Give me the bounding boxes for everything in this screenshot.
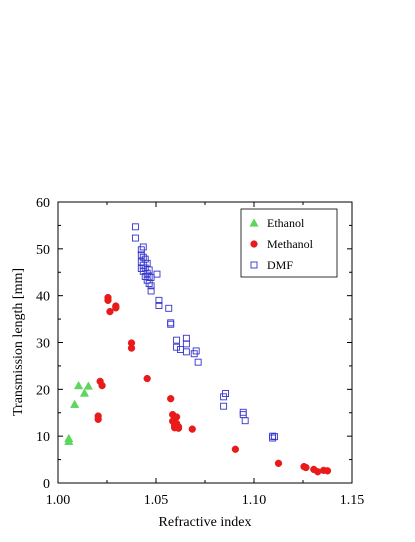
data-point-dmf bbox=[192, 347, 200, 355]
data-point-dmf bbox=[131, 223, 139, 231]
data-point-dmf bbox=[182, 334, 190, 342]
data-point-dmf bbox=[139, 243, 147, 251]
data-point-dmf bbox=[173, 336, 181, 344]
data-layer bbox=[64, 223, 332, 476]
x-tick-label: 1.00 bbox=[46, 493, 71, 508]
data-point-dmf bbox=[143, 259, 151, 267]
data-point-methanol bbox=[302, 463, 310, 472]
data-point-methanol bbox=[188, 425, 196, 433]
legend-label-dmf: DMF bbox=[267, 258, 293, 272]
data-point-methanol bbox=[104, 296, 112, 305]
data-point-methanol bbox=[323, 467, 332, 475]
x-tick-label: 1.15 bbox=[340, 493, 365, 508]
legend-marker-dmf bbox=[250, 261, 258, 269]
y-axis-label: Transmission length [mm] bbox=[11, 268, 26, 416]
data-point-dmf bbox=[239, 411, 247, 419]
ticks-layer: 1.00 1.05 1.10 1.15 0 10 20 30 40 50 60 bbox=[36, 196, 364, 508]
x-axis-label: Refractive index bbox=[159, 515, 252, 530]
data-point-dmf bbox=[137, 251, 145, 259]
legend: Ethanol Methanol DMF bbox=[240, 208, 338, 278]
data-point-dmf bbox=[131, 234, 139, 242]
data-point-dmf bbox=[239, 408, 247, 416]
data-point-dmf bbox=[241, 417, 249, 425]
y-tick-label: 40 bbox=[36, 290, 50, 305]
data-point-methanol bbox=[231, 445, 240, 453]
legend-label-methanol: Methanol bbox=[267, 237, 314, 251]
y-tick-label: 10 bbox=[36, 430, 50, 445]
data-point-methanol bbox=[94, 415, 102, 423]
y-tick-label: 0 bbox=[43, 477, 50, 492]
data-point-dmf bbox=[182, 348, 190, 356]
data-point-dmf bbox=[220, 402, 228, 410]
data-point-ethanol bbox=[73, 380, 84, 390]
x-tick-label: 1.05 bbox=[144, 493, 169, 508]
series-methanol bbox=[94, 293, 332, 476]
data-point-ethanol bbox=[70, 399, 80, 408]
legend-marker-ethanol bbox=[249, 218, 259, 227]
y-tick-label: 20 bbox=[36, 383, 50, 398]
data-point-dmf bbox=[269, 434, 277, 442]
data-point-ethanol bbox=[83, 381, 94, 390]
data-point-methanol bbox=[127, 344, 136, 352]
data-point-dmf bbox=[147, 282, 155, 290]
data-point-dmf bbox=[155, 302, 163, 309]
data-point-dmf bbox=[194, 358, 202, 366]
data-point-ethanol bbox=[64, 436, 74, 445]
data-point-methanol bbox=[274, 459, 283, 467]
y-tick-label: 60 bbox=[36, 196, 50, 211]
data-point-dmf bbox=[141, 255, 149, 263]
legend-marker-methanol bbox=[250, 240, 258, 248]
data-point-dmf bbox=[145, 273, 153, 281]
data-point-dmf bbox=[271, 433, 279, 441]
data-point-dmf bbox=[182, 340, 190, 348]
data-point-methanol bbox=[112, 304, 120, 312]
data-point-dmf bbox=[147, 287, 155, 295]
data-point-dmf bbox=[155, 296, 163, 304]
data-point-dmf bbox=[139, 253, 147, 261]
data-point-methanol bbox=[143, 374, 151, 383]
data-point-dmf bbox=[222, 390, 230, 397]
data-point-dmf bbox=[167, 320, 175, 328]
data-point-dmf bbox=[153, 270, 161, 278]
data-point-dmf bbox=[173, 343, 181, 351]
data-point-methanol bbox=[106, 307, 114, 316]
data-point-methanol bbox=[174, 424, 183, 432]
y-tick-label: 30 bbox=[36, 337, 50, 352]
data-point-dmf bbox=[177, 346, 184, 353]
data-point-ethanol bbox=[79, 388, 90, 397]
series-dmf bbox=[131, 223, 279, 442]
data-point-dmf bbox=[165, 304, 173, 312]
data-point-dmf bbox=[141, 264, 149, 272]
data-point-methanol bbox=[167, 395, 175, 403]
legend-label-ethanol: Ethanol bbox=[267, 216, 305, 230]
data-point-methanol bbox=[98, 381, 106, 390]
data-point-methanol bbox=[172, 413, 181, 421]
data-point-dmf bbox=[167, 319, 175, 327]
x-tick-label: 1.10 bbox=[242, 493, 267, 508]
y-tick-label: 50 bbox=[36, 243, 50, 258]
data-point-dmf bbox=[145, 266, 153, 274]
series-ethanol bbox=[64, 380, 94, 445]
